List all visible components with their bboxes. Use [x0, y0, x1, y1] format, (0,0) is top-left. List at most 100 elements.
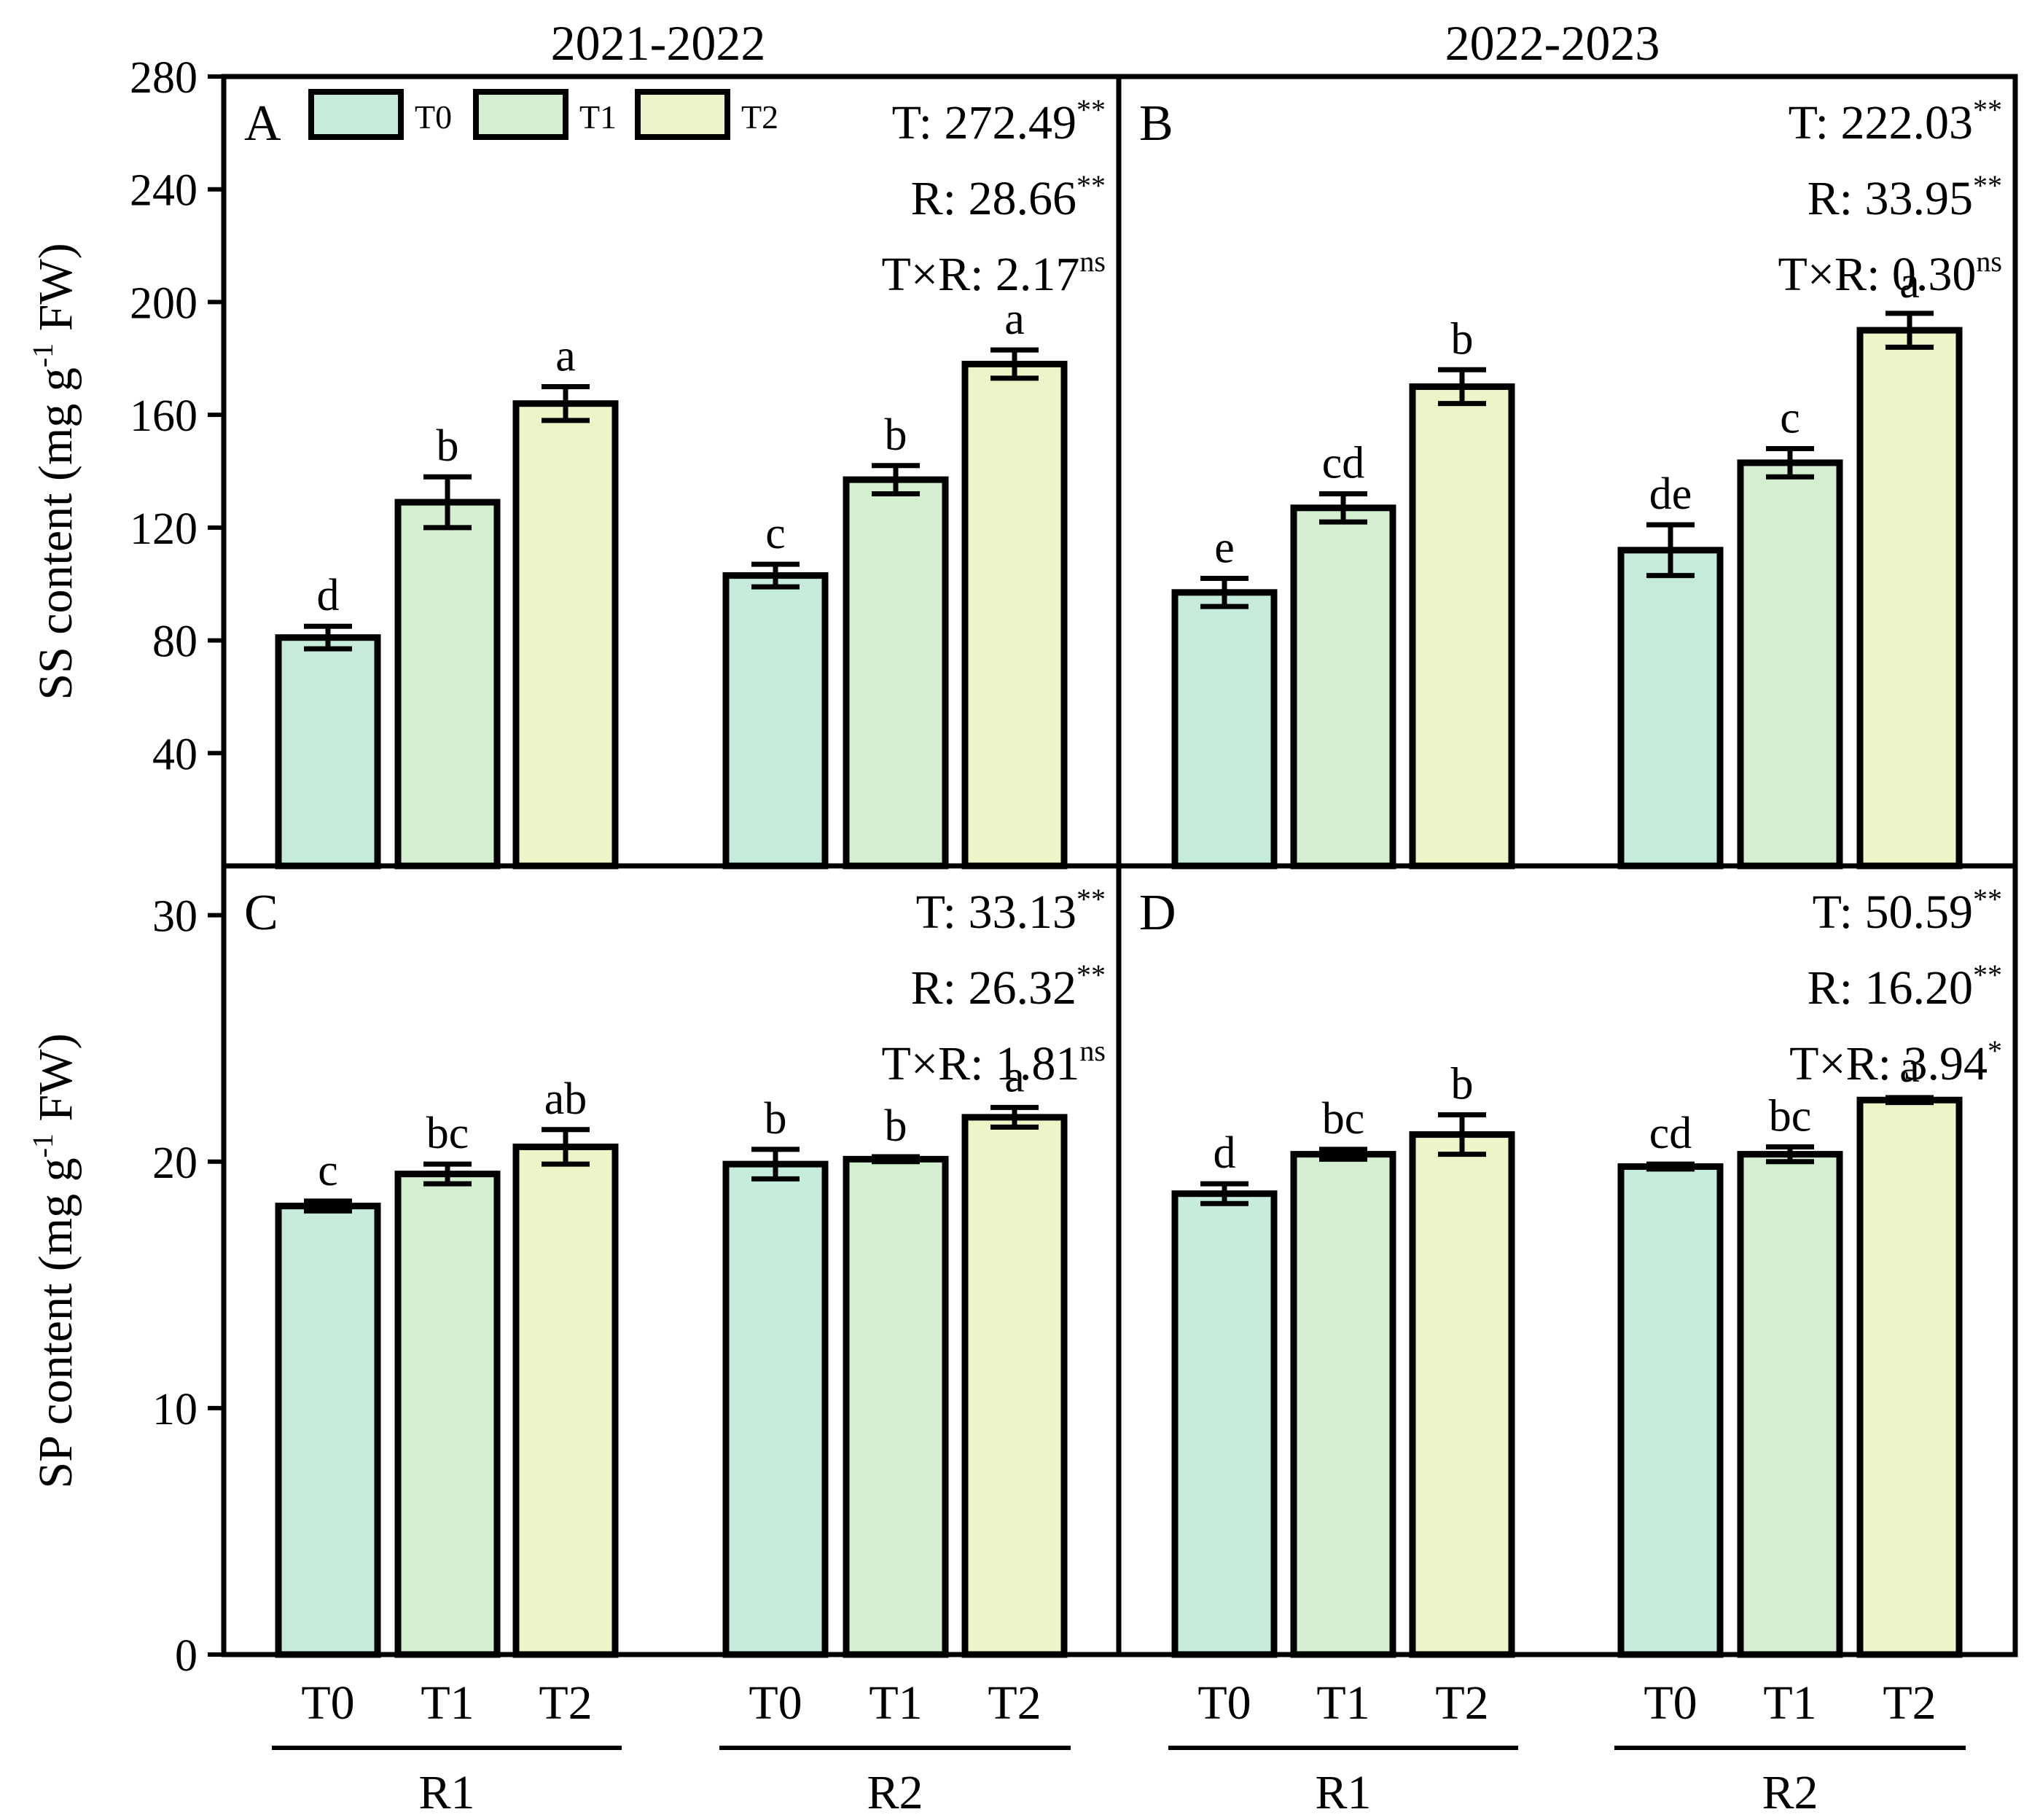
error-bar-a-r2-t2: [990, 347, 1039, 381]
panel-label-c: C: [244, 885, 278, 941]
bar-d-r1-t0: [1171, 1190, 1278, 1658]
significance-letter-b: e: [1214, 523, 1235, 572]
significance-letter-b: c: [1780, 394, 1800, 443]
stat-line-a: R: 28.66**: [911, 169, 1106, 225]
unit-suffix: FW): [29, 1034, 82, 1133]
unit-superscript: -1: [26, 343, 59, 367]
bar-c-r2-t2: [961, 1114, 1068, 1658]
significance-superscript: **: [1973, 958, 2002, 991]
significance-superscript: ns: [1976, 245, 2002, 278]
significance-letter-b: cd: [1322, 438, 1365, 488]
stat-line-d: T×R: 3.94*: [1789, 1034, 2002, 1090]
y-tick-label-a: 240: [130, 166, 198, 216]
error-bar-d-r1-t1: [1319, 1147, 1367, 1162]
legend-label-t0: T0: [415, 98, 452, 136]
significance-superscript: *: [1988, 1034, 2002, 1067]
significance-superscript: **: [1973, 883, 2002, 915]
y-tick-label-c: 0: [175, 1631, 198, 1681]
significance-letter-c: ab: [544, 1074, 587, 1124]
significance-letter-a: a: [1004, 294, 1025, 344]
error-bar-c-r2-t0: [751, 1147, 800, 1182]
error-bar-d-r1-t2: [1438, 1112, 1486, 1157]
y-tick-label-a: 280: [130, 53, 198, 103]
significance-letter-d: d: [1214, 1128, 1236, 1178]
significance-letter-c: bc: [426, 1109, 469, 1158]
bar-d-r1-t2: [1409, 1131, 1515, 1658]
stat-line-a: T: 272.49**: [892, 93, 1106, 149]
stat-line-a: T×R: 2.17ns: [882, 245, 1106, 301]
x-category-label: T2: [988, 1676, 1041, 1730]
y-tick-label-a: 120: [130, 504, 198, 554]
group-label-r1: R1: [418, 1766, 474, 1819]
error-bar-d-r2-t0: [1646, 1161, 1695, 1172]
bar-a-r1-t2: [512, 400, 619, 870]
error-bar-b-r1-t0: [1200, 575, 1248, 609]
error-bar-b-r2-t0: [1646, 522, 1695, 579]
error-bar-a-r2-t1: [872, 463, 920, 496]
error-bar-a-r2-t0: [751, 561, 800, 590]
significance-superscript: **: [1076, 958, 1106, 991]
error-bar-d-r2-t1: [1766, 1144, 1814, 1165]
stat-line-b: R: 33.95**: [1808, 169, 2002, 225]
x-category-label: T0: [749, 1676, 802, 1730]
significance-letter-c: b: [765, 1094, 787, 1144]
significance-letter-b: a: [1899, 258, 1920, 308]
error-bar-b-r2-t2: [1886, 311, 1934, 350]
significance-superscript: ns: [1079, 245, 1106, 278]
column-title-2022-2023: 2022-2023: [1445, 15, 1660, 71]
error-bar-a-r1-t2: [542, 383, 590, 423]
significance-letter-d: b: [1451, 1060, 1474, 1109]
significance-superscript: **: [1076, 169, 1106, 202]
significance-letter-b: b: [1451, 314, 1474, 364]
bar-d-r2-t0: [1617, 1163, 1724, 1658]
significance-superscript: ns: [1079, 1034, 1106, 1067]
x-category-label: T1: [1316, 1676, 1369, 1730]
bar-a-r2-t0: [722, 572, 829, 870]
bar-b-r1-t1: [1290, 504, 1396, 870]
significance-superscript: **: [1076, 93, 1106, 126]
significance-letter-a: d: [317, 571, 340, 620]
error-bar-b-r2-t1: [1766, 446, 1814, 480]
error-bar-a-r1-t1: [423, 474, 472, 531]
x-category-label: T0: [1644, 1676, 1697, 1730]
bar-a-r1-t0: [275, 634, 381, 870]
stat-line-c: T×R: 1.81ns: [882, 1034, 1106, 1090]
significance-letter-a: b: [885, 410, 907, 460]
y-axis-title-sp: SP content (mg g-1 FW): [26, 1034, 82, 1489]
error-bar-c-r1-t2: [542, 1127, 590, 1167]
significance-letter-a: c: [765, 509, 786, 558]
significance-letter-d: cd: [1649, 1109, 1692, 1158]
significance-letter-c: b: [885, 1101, 907, 1151]
significance-letter-a: b: [437, 421, 459, 471]
error-bar-d-r1-t0: [1200, 1181, 1248, 1206]
error-bar-a-r1-t0: [304, 623, 352, 652]
bar-d-r2-t1: [1737, 1151, 1843, 1658]
bar-c-r1-t2: [512, 1143, 619, 1658]
bar-c-r1-t0: [275, 1203, 381, 1658]
significance-letter-c: a: [1004, 1052, 1025, 1101]
bar-d-r2-t2: [1856, 1096, 1963, 1658]
panel-label-b: B: [1139, 95, 1173, 152]
bar-a-r1-t1: [394, 499, 501, 870]
legend-label-t2: T2: [741, 98, 778, 136]
group-label-r2: R2: [1762, 1766, 1818, 1819]
x-category-label: T0: [301, 1676, 354, 1730]
y-tick-label-a: 80: [152, 617, 198, 667]
legend-swatch-t2: [635, 89, 730, 140]
bar-c-r2-t1: [843, 1155, 949, 1658]
x-category-label: T0: [1197, 1676, 1251, 1730]
x-category-label: T2: [539, 1676, 592, 1730]
stat-line-c: T: 33.13**: [916, 883, 1106, 939]
y-tick-label-a: 40: [152, 730, 198, 779]
stat-line-d: R: 16.20**: [1808, 958, 2002, 1015]
unit-superscript: -1: [26, 1133, 59, 1157]
bar-b-r2-t2: [1856, 327, 1963, 870]
significance-superscript: **: [1973, 93, 2002, 126]
bar-b-r2-t1: [1737, 459, 1843, 870]
stat-line-b: T: 222.03**: [1789, 93, 2002, 149]
legend-label-t1: T1: [579, 98, 617, 136]
stat-line-c: R: 26.32**: [911, 958, 1106, 1015]
error-bar-b-r1-t1: [1319, 491, 1367, 525]
